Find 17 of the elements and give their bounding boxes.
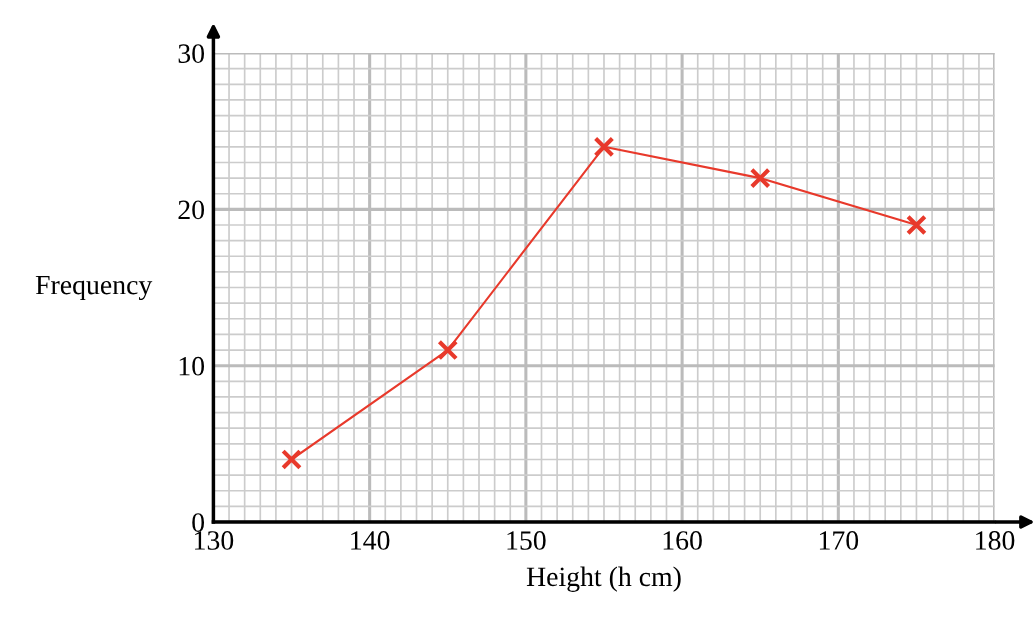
x-tick-label: 150: [507, 531, 546, 550]
y-tick-label: 0: [192, 513, 205, 532]
y-axis-title: Frequency: [35, 275, 153, 301]
y-tick-label: 30: [178, 44, 205, 63]
point: [906, 214, 927, 236]
y-tick-label: 10: [179, 356, 205, 376]
x-axis-title: Height (h cm): [526, 566, 681, 592]
point: [749, 167, 771, 189]
x-tick-label: 140: [351, 531, 390, 550]
x-tick-label: 160: [663, 531, 702, 550]
point: [281, 449, 302, 470]
point: [437, 339, 459, 361]
x-tick-label: 170: [819, 531, 859, 550]
y-tick-label: 20: [178, 200, 205, 220]
x-tick-label: 130: [195, 531, 234, 550]
point: [593, 136, 615, 158]
x-tick-label: 180: [976, 531, 1015, 550]
